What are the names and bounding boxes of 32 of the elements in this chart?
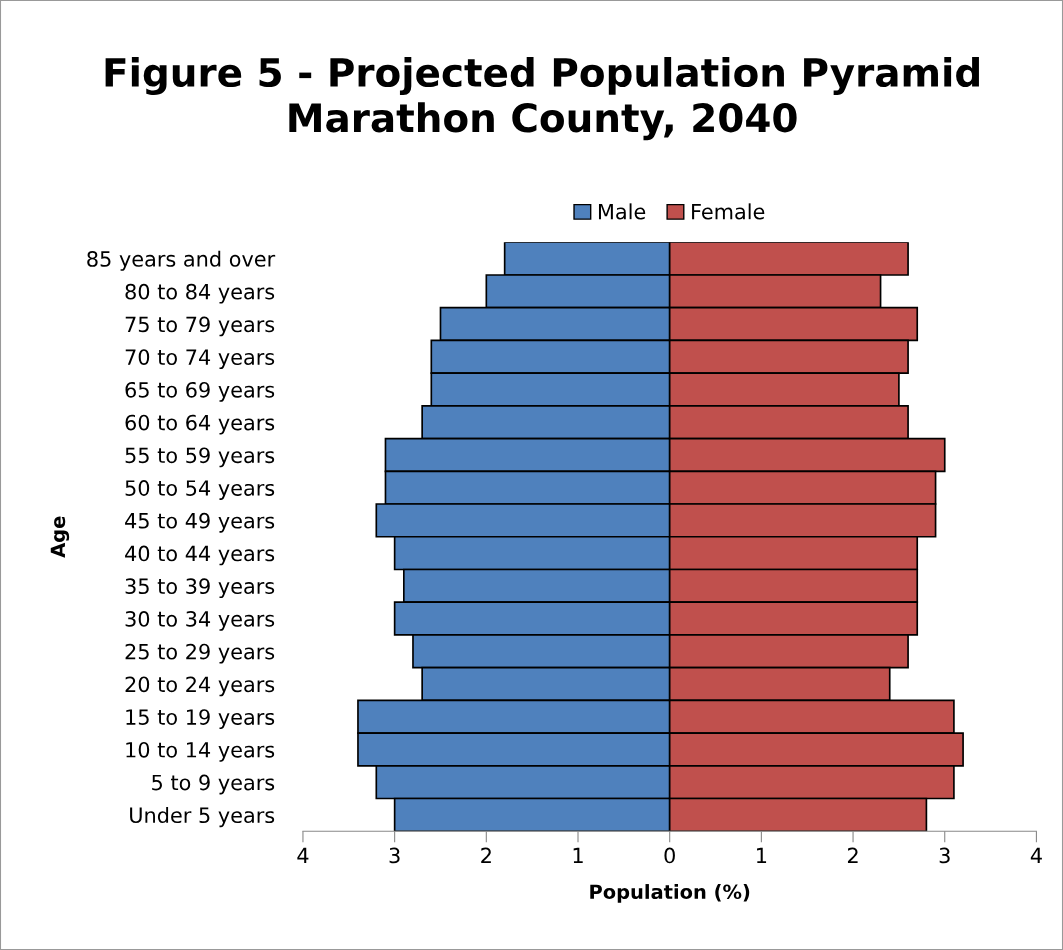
- x-tick-label: 1: [757, 847, 767, 864]
- x-tick-label: 2: [481, 847, 491, 864]
- y-tick-label: 30 to 34 years: [125, 611, 275, 631]
- x-tick-label: 0: [664, 847, 675, 864]
- y-tick-label: 45 to 49 years: [125, 512, 275, 533]
- y-tick-label: 35 to 39 years: [125, 578, 275, 599]
- y-tick-label: Under 5 years: [130, 806, 275, 828]
- y-tick-label: 75 to 79 years: [125, 316, 275, 337]
- y-tick-label: 80 to 84 years: [125, 283, 275, 304]
- x-tick-label: 3: [389, 847, 400, 864]
- legend-label: Male: [598, 203, 646, 220]
- x-tick-label: 3: [939, 847, 950, 864]
- y-tick-label: 60 to 64 years: [125, 414, 275, 435]
- y-tick-label: 40 to 44 years: [125, 545, 275, 566]
- x-tick-label: 4: [297, 847, 309, 864]
- y-tick-label: 10 to 14 years: [126, 741, 275, 762]
- chart-title: Figure 5 - Projected Population Pyramid Marathon County, 2040: [105, 57, 979, 141]
- y-tick-label: 65 to 69 years: [125, 381, 275, 402]
- y-tick-label: 5 to 9 years: [152, 774, 275, 795]
- legend-label: Female: [692, 203, 765, 220]
- y-tick-label: 20 to 24 years: [125, 676, 275, 697]
- x-axis-title: Population (%): [590, 884, 750, 903]
- x-tick-label: 2: [847, 847, 858, 864]
- y-tick-label: 55 to 59 years: [125, 447, 275, 468]
- x-tick-label: 1: [573, 847, 583, 864]
- x-tick-label: 4: [1030, 847, 1042, 864]
- y-axis-title: Age: [50, 516, 70, 558]
- y-tick-label: 50 to 54 years: [125, 480, 275, 500]
- y-tick-label: 70 to 74 years: [125, 349, 275, 370]
- y-tick-label: 85 years and over: [87, 250, 276, 271]
- y-tick-label: 25 to 29 years: [125, 643, 275, 664]
- y-tick-label: 15 to 19 years: [126, 709, 275, 729]
